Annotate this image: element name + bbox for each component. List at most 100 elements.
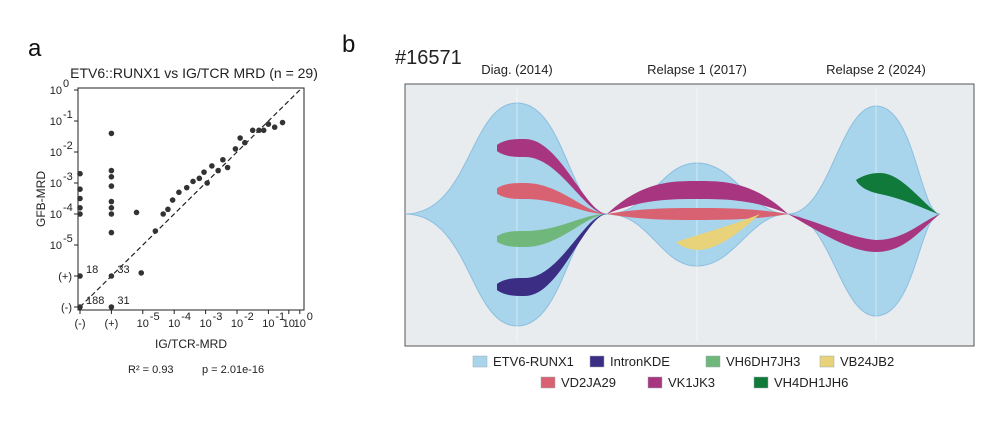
x-tick-label: 10 [137, 318, 149, 330]
scatter-point [204, 180, 210, 186]
x-tick-label: 10 [168, 318, 180, 330]
scatter-point [176, 189, 182, 196]
annotated-point [77, 273, 83, 279]
timepoint-label: Relapse 1 (2017) [647, 62, 747, 77]
scatter-point [152, 228, 159, 234]
x-axis-label: IG/TCR-MRD [155, 337, 227, 351]
x-tick-exponent: -4 [181, 311, 191, 323]
legend-swatch [705, 355, 721, 368]
clone-vd2ja29 [607, 208, 788, 220]
scatter-points [77, 119, 286, 276]
x-tick-label: 10 [262, 318, 274, 330]
y-tick-label: (-) [61, 302, 72, 314]
scatter-point [209, 163, 215, 169]
annotated-point [108, 304, 115, 310]
scatter-point [169, 197, 176, 203]
scatter-point [108, 174, 115, 180]
legend-label: ETV6-RUNX1 [493, 354, 574, 369]
y-tick-label: 10 [50, 240, 62, 252]
scatter-point [138, 270, 145, 276]
x-tick-label: 10 [283, 318, 295, 330]
scatter-point [183, 184, 190, 191]
point-annotations: 18 33 188 31 [77, 264, 130, 310]
scatter-point [224, 164, 231, 171]
scatter-point [165, 206, 171, 213]
y-tick-exponent: -3 [63, 171, 73, 183]
scatter-point [108, 229, 115, 236]
legend-swatch [819, 355, 835, 368]
x-tick-exponent: -2 [244, 311, 254, 323]
y-tick-label: 10 [50, 116, 62, 128]
x-tick-label: 10 [231, 318, 243, 330]
legend-label: VH4DH1JH6 [774, 375, 848, 390]
y-tick-exponent: 0 [63, 78, 69, 90]
annotated-point [77, 304, 83, 310]
scatter-point [237, 135, 243, 141]
clonal-evolution-panel: #16571 Diag. (2014) Relapse 1 (2017) Relap… [395, 47, 975, 390]
timepoint-label: Diag. (2014) [481, 62, 553, 77]
legend-label: VH6DH7JH3 [726, 354, 800, 369]
y-tick-label: 10 [50, 178, 62, 190]
scatter-point [77, 205, 83, 211]
y-tick-label: 10 [50, 85, 62, 97]
x-tick-exponent: 0 [307, 311, 313, 323]
x-tick-label: 10 [294, 318, 306, 330]
scatter-point [279, 119, 286, 126]
r-squared-stat: R² = 0.93 [128, 364, 174, 376]
fishplot-shapes [404, 88, 941, 342]
scatter-point [160, 211, 167, 217]
y-tick-label: (+) [58, 271, 72, 283]
y-tick-exponent: -5 [63, 233, 73, 245]
clone-vk1jk3 [607, 181, 788, 214]
clone-vh4dh1jh6 [856, 173, 938, 214]
legend-swatch [753, 376, 769, 389]
point-annotation: 31 [117, 295, 129, 307]
annotated-point [108, 273, 115, 279]
point-annotation: 188 [86, 295, 104, 307]
scatter-title: ETV6::RUNX1 vs IG/TCR MRD (n = 29) [70, 65, 318, 81]
clone-vd2ja29 [497, 183, 607, 215]
scatter-point [77, 195, 83, 202]
scatter-point [242, 139, 248, 146]
scatter-point [220, 156, 226, 163]
panel-b-label: b [342, 31, 355, 58]
clone-vk1jk3-relapse2 [788, 214, 940, 252]
scatter-point [215, 167, 221, 174]
scatter-point [249, 127, 256, 134]
p-value-stat: p = 2.01e-16 [202, 364, 264, 376]
scatter-panel: ETV6::RUNX1 vs IG/TCR MRD (n = 29) (-)(+… [34, 65, 318, 376]
panel-a-label: a [28, 35, 42, 62]
identity-line [79, 89, 301, 308]
clone-vb24jb2 [676, 214, 760, 250]
clone-vh6dh7jh3 [497, 213, 607, 247]
scatter-point [77, 211, 83, 217]
scatter-point [190, 178, 196, 185]
scatter-point [108, 167, 115, 174]
clone-vk1jk3 [497, 139, 607, 215]
scatter-point [232, 146, 239, 152]
scatter-point [108, 198, 115, 205]
legend-swatch [589, 355, 605, 368]
legend-swatch [647, 376, 663, 389]
legend-label: VK1JK3 [668, 375, 715, 390]
legend-label: VD2JA29 [561, 375, 616, 390]
legend-swatch [472, 355, 488, 368]
x-tick-exponent: -5 [150, 311, 160, 323]
legend-swatch [540, 376, 556, 389]
patient-id: #16571 [395, 47, 462, 69]
x-tick-exponent: -1 [275, 311, 285, 323]
scatter-point [108, 130, 115, 137]
y-tick-exponent: -1 [63, 109, 73, 121]
scatter-point [256, 127, 262, 134]
timepoint-label: Relapse 2 (2024) [826, 62, 926, 77]
scatter-point [260, 127, 267, 134]
x-tick-exponent: -3 [213, 311, 223, 323]
clone-intronkde [497, 213, 607, 296]
scatter-point [271, 124, 278, 130]
legend-label: VB24JB2 [840, 354, 894, 369]
x-tick-label: (+) [105, 318, 119, 330]
y-tick-exponent: -4 [63, 202, 73, 214]
